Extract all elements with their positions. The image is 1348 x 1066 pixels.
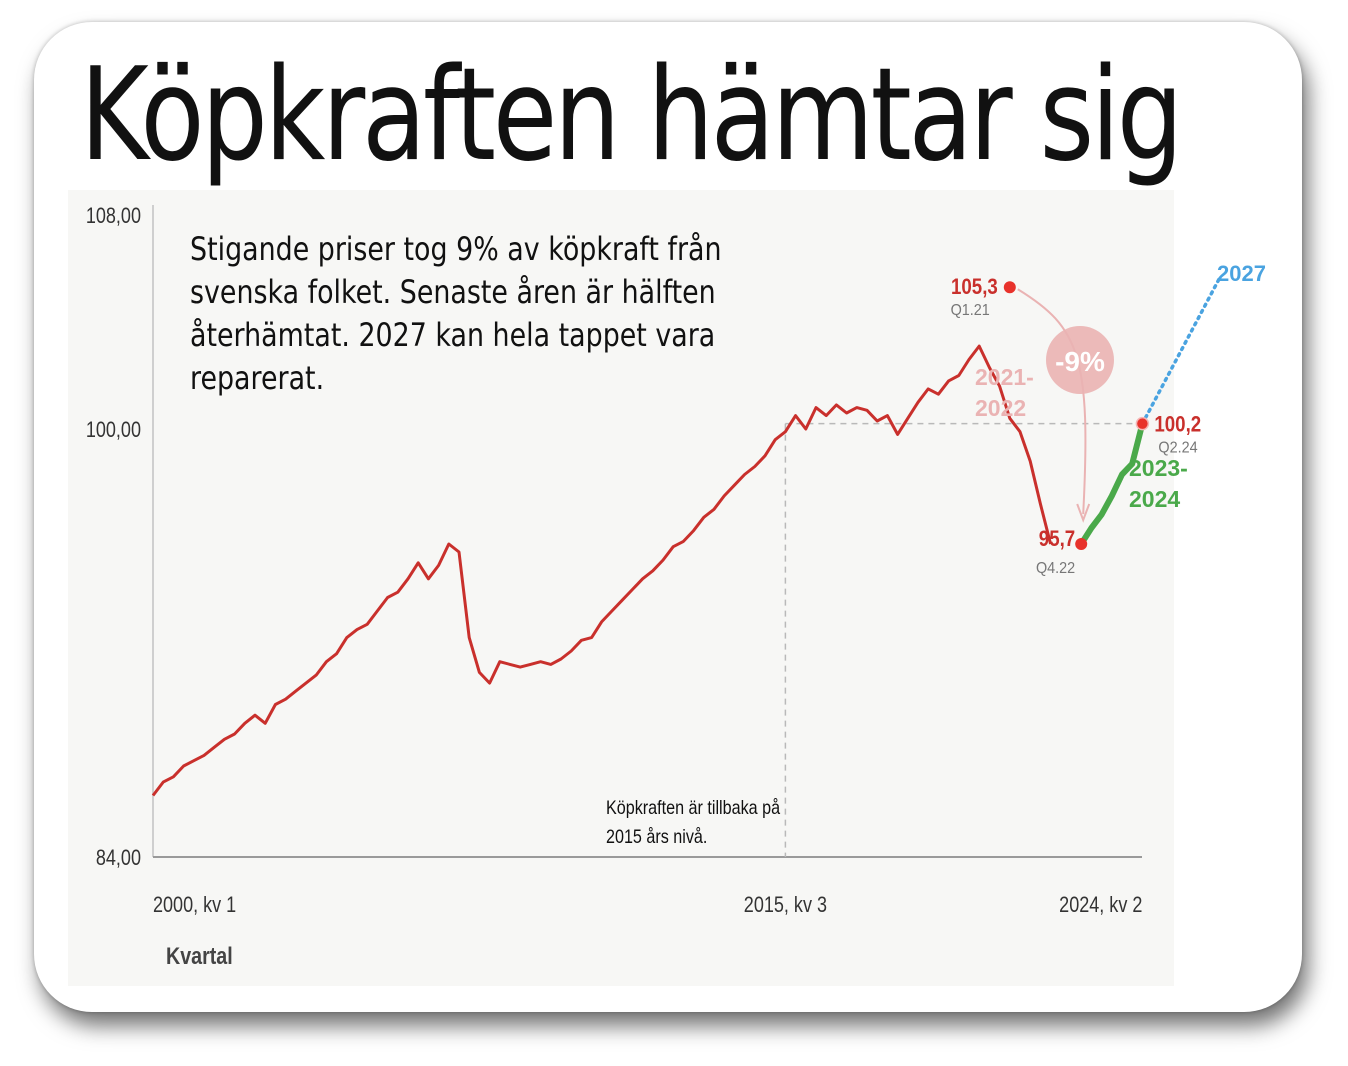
note-label-line2: 2015 års nivå. — [606, 826, 707, 848]
y-tick-label: 84,00 — [96, 846, 141, 870]
chart-axes: 108,00 100,00 84,00 2000, kv 1 2015, kv 3 202… — [86, 204, 1143, 969]
latest-date-label: Q2.24 — [1158, 439, 1198, 457]
plot-area — [68, 190, 1174, 986]
x-tick-label: 2015, kv 3 — [744, 893, 827, 917]
y-tick-label: 108,00 — [86, 204, 141, 228]
recovery-period-label-line1: 2023- — [1129, 455, 1188, 481]
drop-arrow — [1017, 288, 1087, 515]
latest-value-label: 100,2 — [1154, 413, 1201, 437]
series-line-recovery — [1078, 420, 1146, 547]
x-tick-label: 2000, kv 1 — [153, 893, 236, 917]
note-label-line1: Köpkraften är tillbaka på — [606, 797, 780, 819]
trough-point — [1075, 538, 1088, 551]
drop-badge — [1046, 326, 1114, 394]
drop-badge-label: -9% — [1055, 346, 1105, 377]
latest-point — [1135, 416, 1150, 431]
peak-point — [1003, 281, 1016, 294]
peak-date-label: Q1.21 — [951, 302, 990, 320]
series-line-purchasing-power — [151, 344, 1053, 797]
trough-value-label: 95,7 — [1039, 528, 1075, 552]
drop-arrow-head — [1076, 503, 1091, 523]
chart-description: Stigande priser tog 9% av köpkraft från … — [190, 230, 722, 397]
drop-period-label-line2: 2022 — [975, 395, 1026, 421]
x-tick-label: 2024, kv 2 — [1059, 893, 1142, 917]
chart-title: Köpkraften hämtar sig — [80, 41, 1183, 190]
series-line-projection — [1140, 274, 1223, 426]
peak-value-label: 105,3 — [951, 276, 998, 300]
y-tick-label: 100,00 — [86, 418, 141, 442]
x-axis-title: Kvartal — [166, 942, 233, 969]
trough-date-label: Q4.22 — [1036, 559, 1075, 577]
chart-annotations: -9% 105,3 Q1.21 95,7 Q4.22 100,2 Q2.24 2021- 202… — [606, 261, 1266, 847]
recovery-period-label-line2: 2024 — [1129, 486, 1180, 512]
chart-series — [151, 274, 1223, 857]
projection-label: 2027 — [1217, 261, 1266, 286]
drop-period-label-line1: 2021- — [975, 364, 1034, 390]
